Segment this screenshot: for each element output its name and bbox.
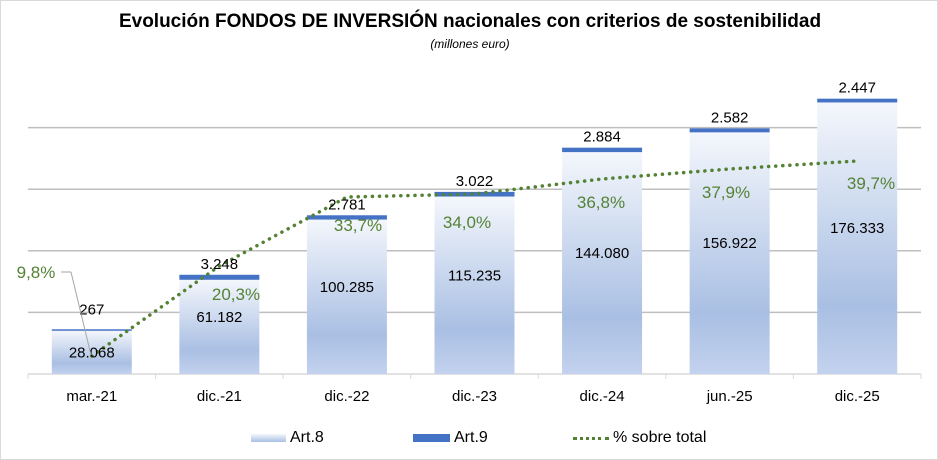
bar-art9: [179, 274, 260, 280]
bar-art8: [562, 152, 643, 374]
legend-item-pct: % sobre total: [573, 429, 706, 447]
bar-art9: [689, 128, 770, 133]
x-tick-label: jun.-25: [706, 388, 753, 405]
data-label-art9: 3.022: [456, 173, 494, 190]
data-label-pct: 33,7%: [334, 216, 382, 235]
leader-line: [70, 271, 92, 356]
pct-line: [90, 159, 859, 358]
data-label-art9: 2.781: [328, 196, 366, 213]
bar-art9: [817, 98, 898, 103]
bar-art8: [306, 219, 387, 374]
data-label-pct: 36,8%: [577, 193, 625, 212]
data-label-art9: 3.248: [201, 256, 239, 273]
bar-art9: [306, 215, 387, 220]
data-label-art9: 2.582: [711, 109, 749, 126]
bar-art8: [51, 330, 132, 374]
x-tick-label: dic.-24: [580, 388, 625, 405]
legend-item-art8: Art.8: [251, 429, 324, 447]
data-label-art8: 61.182: [196, 309, 242, 326]
x-tick-label: dic.-21: [197, 388, 242, 405]
x-tick-label: dic.-22: [324, 388, 369, 405]
data-label-pct: 9,8%: [17, 263, 56, 282]
bar-art9: [562, 147, 643, 153]
data-label-art8: 28.068: [69, 344, 115, 361]
x-tick-label: dic.-25: [835, 388, 880, 405]
data-label-art8: 100.285: [320, 279, 374, 296]
data-label-pct: 37,9%: [702, 183, 750, 202]
data-label-pct: 34,0%: [443, 213, 491, 232]
legend-swatch-art9: [413, 434, 450, 442]
x-tick-label: dic.-23: [452, 388, 497, 405]
bar-art8: [179, 279, 260, 374]
legend-swatch-art8: [251, 434, 286, 442]
bar-art9: [434, 191, 515, 197]
x-tick-label: mar.-21: [66, 388, 117, 405]
legend-label-art8: Art.8: [290, 429, 324, 446]
data-label-pct: 20,3%: [212, 285, 260, 304]
legend-label-pct: % sobre total: [613, 429, 707, 446]
chart-subtitle: (millones euro): [430, 37, 510, 51]
legend-swatch-pct: [573, 436, 609, 440]
data-label-art9: 267: [79, 301, 104, 318]
bar-art8: [817, 102, 898, 375]
data-label-art8: 176.333: [830, 220, 884, 237]
data-label-art8: 156.922: [703, 235, 757, 252]
data-label-art9: 2.884: [583, 129, 621, 146]
data-label-pct: 39,7%: [847, 174, 895, 193]
data-label-art9: 2.447: [838, 80, 876, 97]
data-label-art8: 115.235: [448, 267, 501, 284]
bar-art8: [434, 196, 515, 374]
chart-title: Evolución FONDOS DE INVERSIÓN nacionales…: [118, 11, 822, 32]
bar-art8: [689, 132, 770, 374]
legend-item-art9: Art.9: [413, 429, 488, 447]
legend-label-art9: Art.9: [454, 429, 488, 446]
data-label-art8: 144.080: [575, 245, 629, 262]
bar-art9: [51, 329, 132, 331]
